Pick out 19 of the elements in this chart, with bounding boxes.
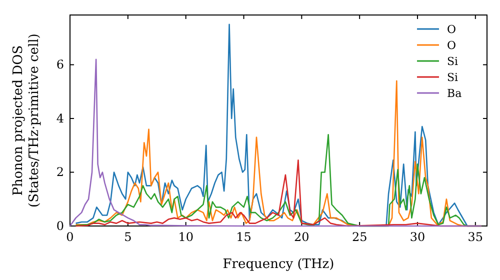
legend-label: Ba [447, 87, 462, 100]
x-tick-label: 25 [352, 230, 368, 244]
legend-label: O [447, 39, 456, 52]
x-tick-label: 35 [468, 230, 484, 244]
y-tick-label: 6 [56, 58, 64, 72]
y-tick-label: 2 [56, 165, 64, 180]
x-tick-label: 20 [294, 230, 310, 244]
x-axis-title: Frequency (THz) [222, 257, 334, 272]
x-tick-label: 15 [236, 230, 252, 244]
y-axis-title: Phonon projected DOS (States/THz·primitive cell) [11, 33, 42, 208]
legend-label: Si [447, 71, 459, 84]
x-tick-label: 30 [410, 230, 426, 244]
x-tick-label: 10 [178, 230, 194, 244]
x-tick-label: 5 [124, 230, 132, 244]
y-tick-label: 4 [56, 111, 64, 126]
legend-label: Si [447, 55, 459, 68]
y-tick-label: 0 [56, 219, 64, 233]
legend-label: O [447, 23, 456, 36]
x-tick-label: 0 [66, 230, 74, 244]
